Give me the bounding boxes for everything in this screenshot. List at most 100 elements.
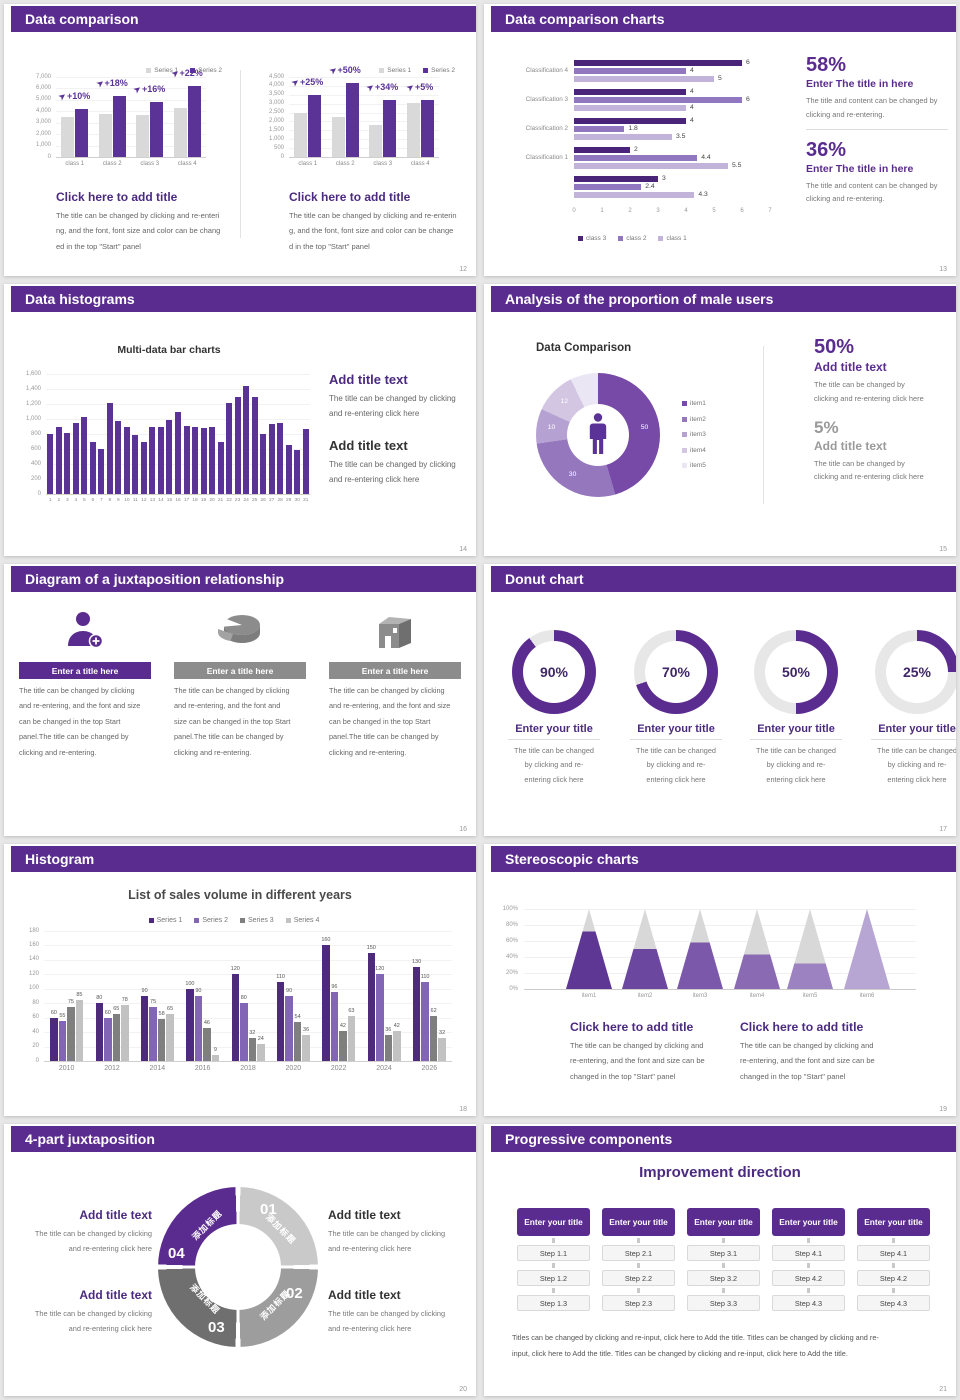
bar	[175, 411, 181, 494]
slide-12-thumbnail[interactable]: Data comparison Series 1 Series 2 Series …	[4, 4, 476, 276]
step-box: Step 2.2	[602, 1270, 675, 1286]
text-block: Click here to add title The title can be…	[740, 1020, 908, 1081]
chart-title: List of sales volume in different years	[128, 888, 352, 902]
text-line: clicking and re-entering.	[174, 747, 252, 757]
slide-20-thumbnail[interactable]: 4-part juxtaposition 01 添加标题 02 添加标题 03 添加标题 0…	[4, 1124, 476, 1396]
bar-value-label: 5.5	[732, 162, 742, 169]
y-tick-label: 5,000	[35, 96, 51, 103]
donut-column: 50% Enter your title The title can be chan…	[741, 630, 851, 784]
text-line: re-entering, and the font and size can b…	[570, 1056, 705, 1065]
legend-swatch	[682, 447, 687, 453]
slide-title-bar: Analysis of the proportion of male users	[491, 286, 956, 312]
slide-title-bar: Data histograms	[11, 286, 476, 312]
text-line: The title can be changed by clicking	[328, 1308, 446, 1318]
cone	[622, 909, 668, 989]
bar	[149, 1006, 157, 1061]
person-add-icon	[68, 612, 104, 649]
growth-label: ➤+50%	[321, 65, 369, 76]
bar-value-label: 2.4	[645, 183, 655, 190]
slide-title-bar: Data comparison	[11, 6, 476, 32]
gridline	[56, 134, 206, 136]
ring-hole	[195, 1224, 281, 1310]
stats-column: 50% Add title text The title can be chan…	[814, 336, 946, 481]
bar-value-label: 58	[158, 1011, 165, 1018]
column-body: The title can be changed by clicking and …	[174, 686, 306, 757]
bar	[61, 117, 75, 157]
slide-15-thumbnail[interactable]: Analysis of the proportion of male users…	[484, 284, 956, 556]
x-axis-label: 2024	[376, 1065, 392, 1072]
bar-value-label: 4	[690, 67, 694, 74]
x-axis-label: 22	[226, 498, 232, 503]
y-tick-label: 3,000	[35, 119, 51, 126]
bar-value-label: 78	[121, 996, 128, 1003]
text-line: The title can be changed by clicking	[329, 393, 456, 403]
legend-label: class 1	[666, 235, 687, 242]
bar	[217, 441, 224, 494]
text-line: The title can be changed by clicking	[329, 685, 445, 695]
text-line: and re-entering click here	[329, 475, 420, 484]
growth-percent: +18%	[104, 78, 128, 89]
slide-14-thumbnail[interactable]: Data histograms Multi-data bar charts 1,…	[4, 284, 476, 556]
bar-value-label: 36	[303, 1027, 310, 1033]
step-box: Step 4.3	[857, 1295, 930, 1311]
histogram-chart: 1,600 1,400 1,200 1,000 800 600 400 200 0 1 2 3 4 5 6 7…	[12, 366, 324, 518]
step-box: Step 3.3	[687, 1295, 760, 1311]
bar-value-label: 2	[634, 146, 638, 153]
x-axis-label: 2012	[104, 1065, 120, 1072]
bar	[136, 114, 150, 157]
gridline	[289, 130, 439, 132]
bar	[240, 1003, 248, 1061]
slide-title: Data comparison	[25, 11, 139, 27]
x-axis-label: 18	[192, 498, 198, 503]
slide-19-thumbnail[interactable]: Stereoscopic charts 100% 80% 60% 40% 20% 0% it…	[484, 844, 956, 1116]
text-line: ed in the top "Start" panel	[56, 241, 141, 251]
stat-heading: Add title text	[814, 360, 887, 374]
progress-ring: 25%	[875, 630, 956, 714]
x-axis-label: 4	[74, 498, 78, 503]
gridline	[44, 959, 452, 961]
text-line: d in the top "Start" panel	[289, 241, 370, 251]
text-block: Add title text The title can be changed …	[8, 1288, 152, 1333]
slide-18-thumbnail[interactable]: Histogram List of sales volume in differ…	[4, 844, 476, 1116]
y-tick-label: 60%	[505, 937, 518, 944]
text-line: entering click here	[887, 774, 947, 784]
text-line: The title can be changed	[877, 745, 956, 755]
page-number: 17	[939, 826, 947, 833]
x-axis-label: class 4	[177, 161, 197, 167]
text-line: size can be changed in the top Start	[174, 716, 291, 726]
slide-16-thumbnail[interactable]: Diagram of a juxtaposition relationship …	[4, 564, 476, 836]
bar	[294, 449, 301, 494]
text-block: Add title text The title can be changed …	[8, 1208, 152, 1253]
divider	[750, 739, 842, 740]
bar	[209, 426, 216, 494]
growth-percent: +5%	[414, 82, 434, 93]
x-tick-label: 4	[684, 208, 688, 214]
block-body: The title can be changed by clicking and …	[328, 1309, 472, 1334]
text-line: clicking and re-entering.	[806, 109, 885, 119]
text-line: entering click here	[766, 774, 826, 784]
x-axis-label: 2	[57, 498, 61, 503]
bar	[302, 428, 309, 494]
gridline	[289, 121, 439, 123]
bar	[285, 444, 292, 494]
x-axis-label: class 3	[373, 161, 393, 167]
step-box: Step 1.3	[517, 1295, 590, 1311]
bar	[186, 988, 194, 1061]
legend-swatch	[240, 918, 245, 923]
slide-title-bar: Stereoscopic charts	[491, 846, 956, 872]
bar-value-label: 4.3	[698, 191, 708, 198]
bar	[384, 1035, 392, 1061]
divider	[240, 70, 241, 238]
text-block: Add title text The title can be changed …	[328, 1288, 472, 1333]
bar-value-label: 65	[113, 1006, 120, 1013]
x-axis-label: 19	[200, 498, 207, 503]
gridline	[46, 494, 310, 495]
slide-13-thumbnail[interactable]: Data comparison charts Classification 4 6…	[484, 4, 956, 276]
legend-item: item4	[682, 447, 706, 454]
step-box: Step 3.2	[687, 1270, 760, 1286]
slide-21-thumbnail[interactable]: Progressive components Improvement direc…	[484, 1124, 956, 1396]
slide-title: Histogram	[25, 851, 95, 867]
progress-ring: 50%	[754, 630, 838, 714]
slide-17-thumbnail[interactable]: Donut chart 90% Enter your title The title…	[484, 564, 956, 836]
bar-value-label: 6	[746, 96, 750, 103]
